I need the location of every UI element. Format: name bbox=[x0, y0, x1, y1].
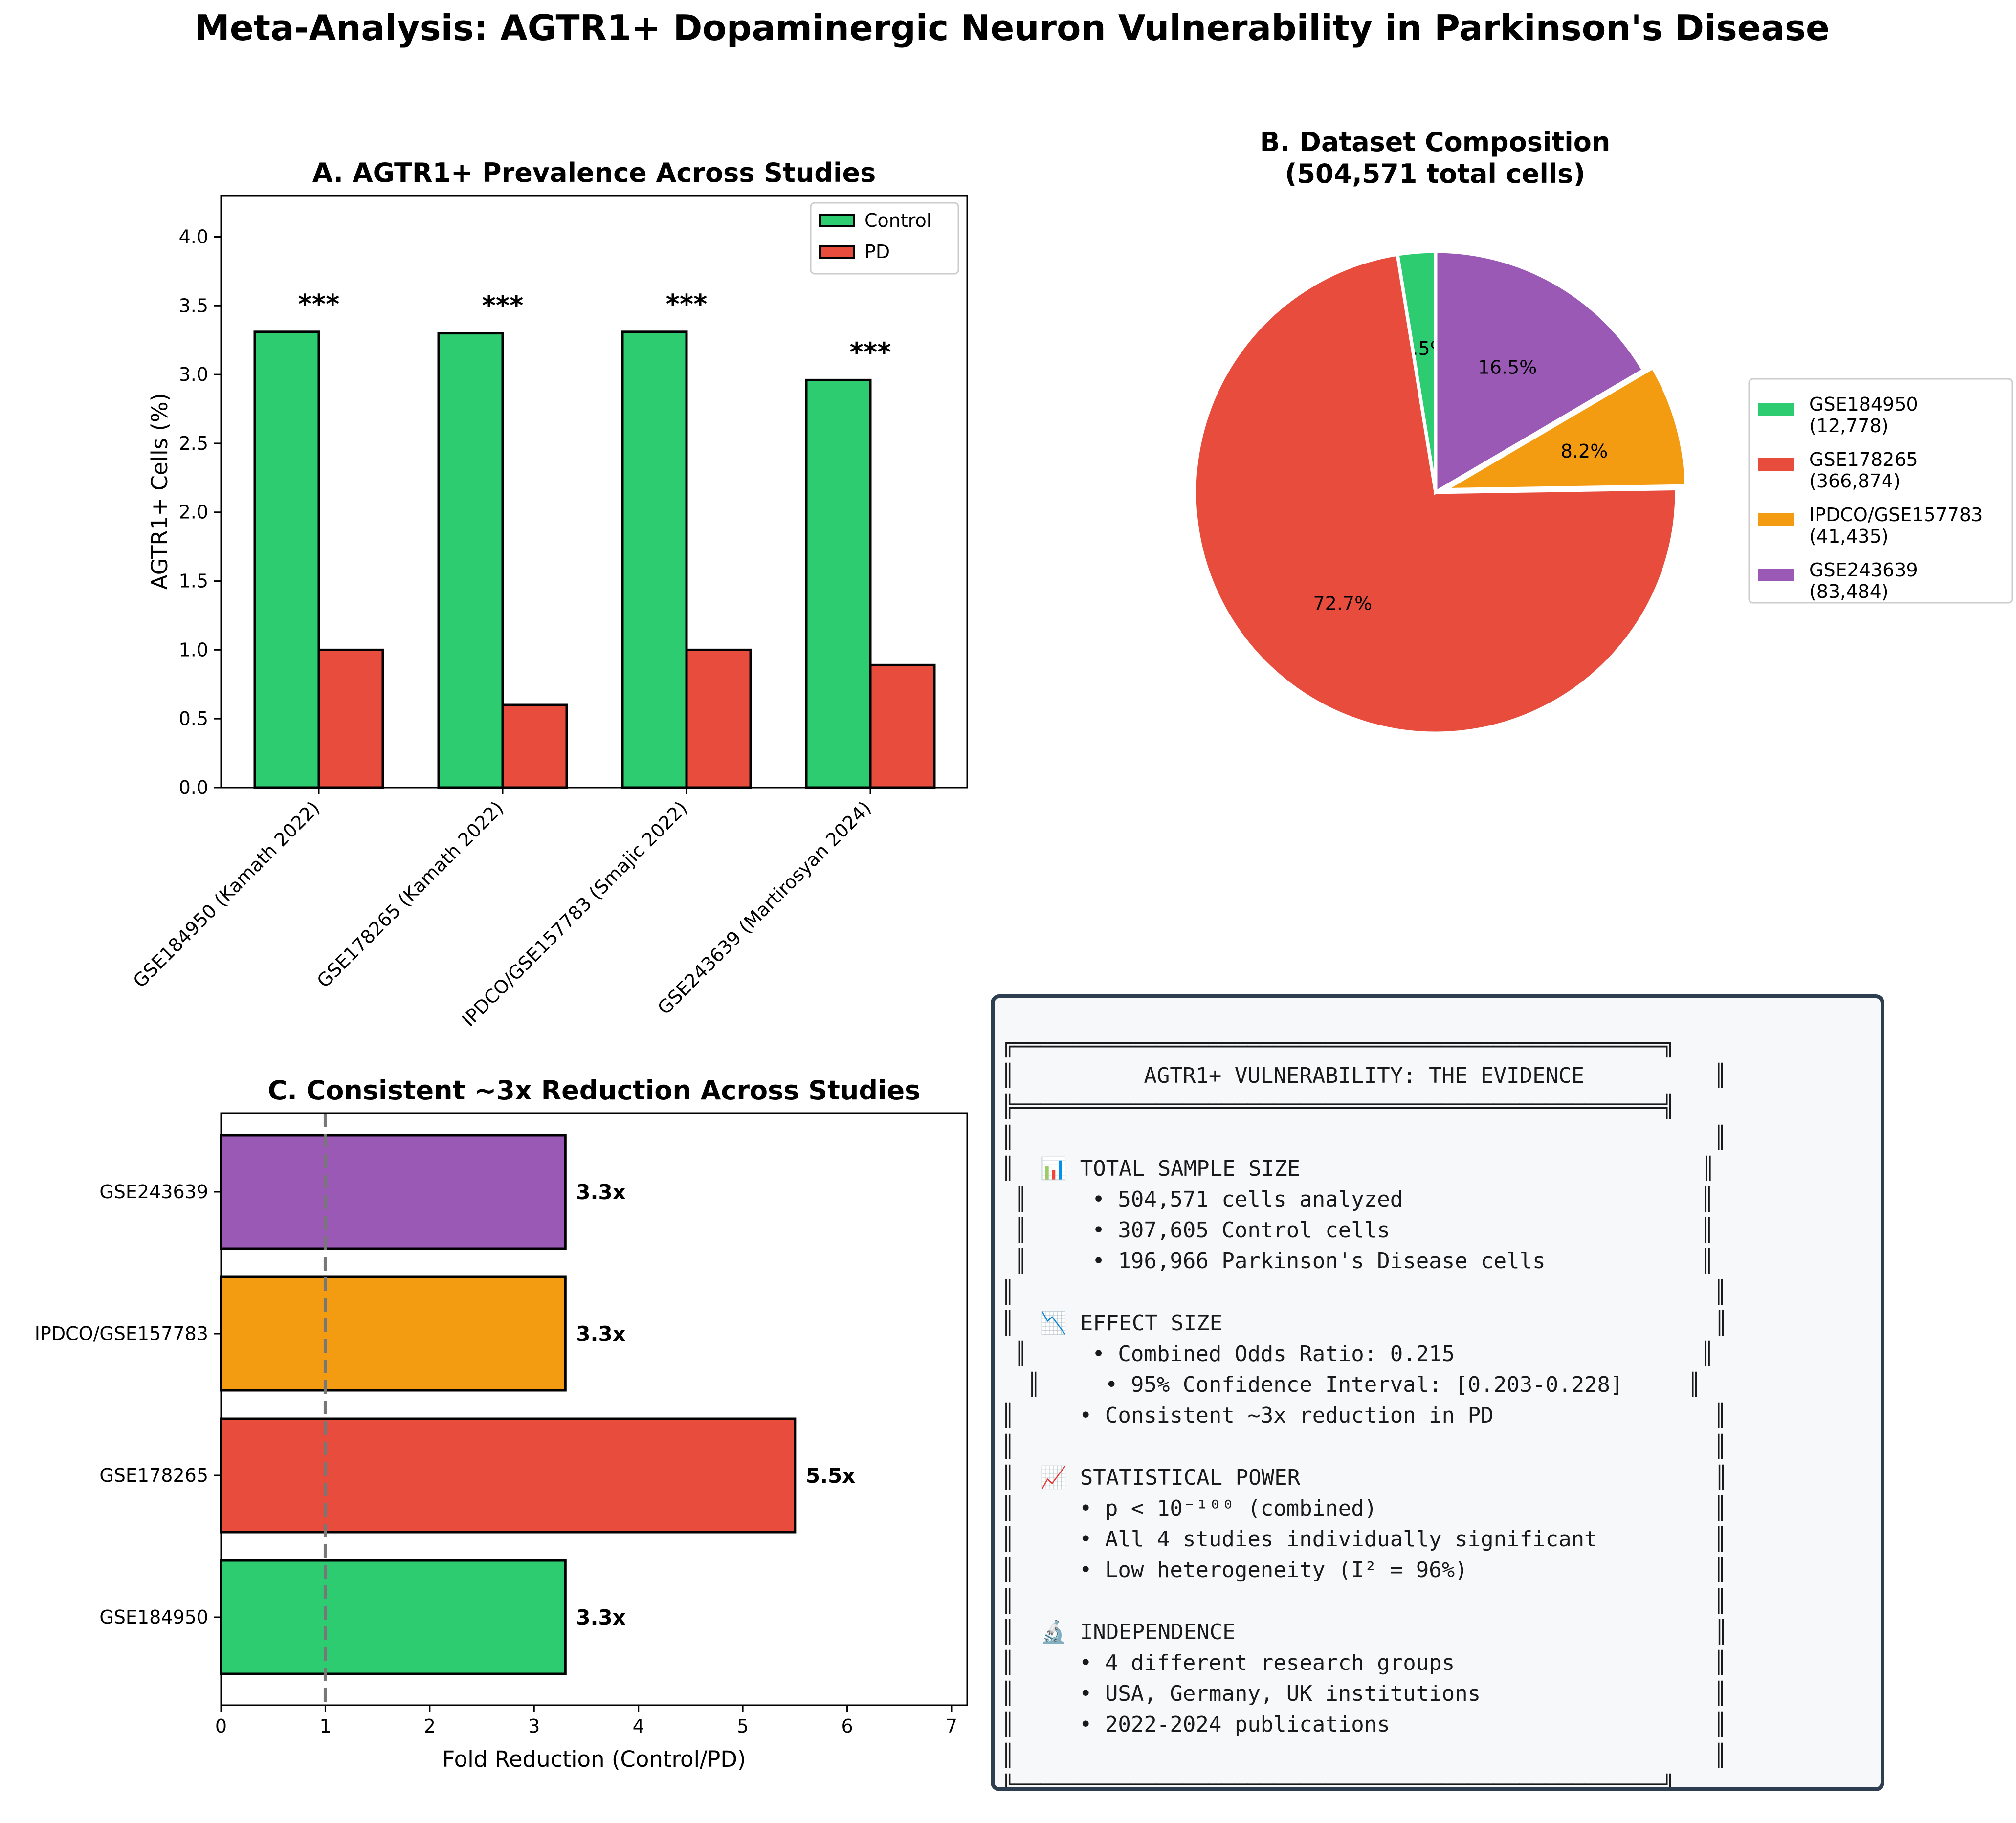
x-tick-label: 7 bbox=[946, 1715, 957, 1737]
x-tick-label: GSE184950 (Kamath 2022) bbox=[129, 797, 324, 992]
panel-a-x-ticks: GSE184950 (Kamath 2022)GSE178265 (Kamath… bbox=[129, 788, 875, 1031]
legend-swatch-control bbox=[819, 214, 855, 227]
panel-b-title: B. Dataset Composition bbox=[1260, 127, 1611, 157]
y-tick-label: 0.0 bbox=[179, 777, 208, 798]
fold-reduction-value-label: 5.5x bbox=[806, 1464, 856, 1488]
fold-reduction-value-label: 3.3x bbox=[576, 1180, 626, 1204]
panel-a-legend: Control PD bbox=[810, 202, 959, 275]
panel-c-fold-reduction-chart: C. Consistent ~3x Reduction Across Studi… bbox=[35, 1075, 968, 1772]
legend-count: (41,435) bbox=[1809, 526, 1889, 547]
fold-reduction-bar bbox=[220, 1417, 797, 1534]
legend-label-control: Control bbox=[864, 210, 931, 231]
x-tick-label: 2 bbox=[424, 1715, 436, 1737]
figure-title: Meta-Analysis: AGTR1+ Dopaminergic Neuro… bbox=[195, 7, 1830, 48]
legend-swatch-pd bbox=[819, 245, 855, 259]
panel-c-x-axis-label: Fold Reduction (Control/PD) bbox=[442, 1746, 746, 1772]
significance-marker: *** bbox=[850, 337, 891, 368]
y-tick-label: 3.0 bbox=[179, 364, 208, 385]
y-tick-label: GSE243639 bbox=[99, 1181, 208, 1203]
legend-label: GSE178265 bbox=[1809, 449, 1918, 470]
summary-evidence-box: ╔═══════════════════════════════════════… bbox=[991, 994, 1884, 1791]
y-tick-label: 4.0 bbox=[179, 226, 208, 247]
legend-count: (83,484) bbox=[1809, 581, 1889, 602]
panel-c-bars: 3.3x 5.5x 3.3x 3.3x bbox=[220, 1113, 856, 1705]
panel-b-slices: 2.5%72.7%8.2%16.5% bbox=[1193, 249, 1688, 735]
panel-a-axes-frame bbox=[220, 195, 968, 789]
legend-swatch bbox=[1758, 403, 1794, 416]
y-tick-label: 0.5 bbox=[179, 708, 208, 729]
significance-marker: *** bbox=[482, 290, 524, 321]
y-tick-label: GSE184950 bbox=[99, 1606, 208, 1628]
panel-a-prevalence-chart: A. AGTR1+ Prevalence Across Studies *** *… bbox=[129, 157, 968, 1031]
x-tick-label: 1 bbox=[319, 1715, 331, 1737]
x-tick-label: 3 bbox=[528, 1715, 540, 1737]
y-tick-label: GSE178265 bbox=[99, 1465, 208, 1486]
panel-c-ticks: GSE184950 GSE178265 IPDCO/GSE157783 GSE2436… bbox=[35, 1181, 957, 1737]
legend-swatch bbox=[1758, 569, 1794, 581]
summary-evidence-text: ╔═══════════════════════════════════════… bbox=[1001, 1032, 1728, 1791]
fold-reduction-value-label: 3.3x bbox=[576, 1605, 626, 1629]
x-tick-label: 5 bbox=[737, 1715, 749, 1737]
bar-control bbox=[437, 332, 504, 789]
bar-pd bbox=[501, 703, 568, 789]
y-tick-label: IPDCO/GSE157783 bbox=[35, 1323, 208, 1344]
panel-b-pie-chart: B. Dataset Composition (504,571 total ce… bbox=[1193, 127, 2013, 735]
pie-percent-label: 8.2% bbox=[1561, 440, 1608, 462]
fold-reduction-bar bbox=[220, 1275, 567, 1392]
bar-pd bbox=[869, 663, 936, 789]
x-tick-label: 0 bbox=[215, 1715, 227, 1737]
legend-label: GSE243639 bbox=[1809, 559, 1918, 581]
x-tick-label: 4 bbox=[633, 1715, 644, 1737]
y-tick-label: 2.0 bbox=[179, 502, 208, 523]
x-tick-label: GSE178265 (Kamath 2022) bbox=[313, 797, 508, 992]
x-tick-label: GSE243639 (Martirosyan 2024) bbox=[653, 797, 875, 1019]
bar-control bbox=[805, 378, 872, 789]
bar-pd bbox=[685, 648, 752, 789]
y-tick-label: 3.5 bbox=[179, 295, 208, 316]
panel-a-title: A. AGTR1+ Prevalence Across Studies bbox=[312, 157, 876, 188]
pie-percent-label: 72.7% bbox=[1313, 593, 1372, 615]
bar-pd bbox=[317, 648, 384, 789]
legend-count: (12,778) bbox=[1809, 415, 1889, 437]
fold-reduction-bar bbox=[220, 1559, 567, 1675]
panel-a-y-ticks: 0.0 0.5 1.0 1.5 2.0 2.5 3.0 3.5 4.0 bbox=[179, 226, 221, 798]
pie-slice bbox=[1434, 249, 1646, 496]
y-tick-label: 1.5 bbox=[179, 571, 208, 592]
fold-reduction-value-label: 3.3x bbox=[576, 1322, 626, 1346]
panel-b-subtitle: (504,571 total cells) bbox=[1285, 158, 1585, 189]
legend-frame bbox=[1748, 378, 2013, 604]
significance-marker: *** bbox=[298, 288, 340, 319]
panel-a-bars: *** *** *** *** bbox=[253, 288, 936, 789]
legend-count: (366,874) bbox=[1809, 470, 1901, 492]
legend-label: GSE184950 bbox=[1809, 394, 1918, 415]
panel-c-axes-frame bbox=[220, 1112, 968, 1706]
bar-control bbox=[253, 330, 320, 789]
pie-percent-label: 16.5% bbox=[1478, 356, 1537, 378]
legend-label-pd: PD bbox=[864, 241, 890, 263]
panel-a-y-axis-label: AGTR1+ Cells (%) bbox=[147, 393, 173, 590]
legend-label: IPDCO/GSE157783 bbox=[1809, 504, 1983, 526]
legend-swatch bbox=[1758, 458, 1794, 471]
y-tick-label: 1.0 bbox=[179, 639, 208, 660]
pie-slice bbox=[1439, 365, 1688, 492]
x-tick-label: 6 bbox=[841, 1715, 853, 1737]
bar-control bbox=[621, 330, 688, 789]
significance-marker: *** bbox=[666, 288, 708, 319]
fold-reduction-bar bbox=[220, 1134, 567, 1250]
x-tick-label: IPDCO/GSE157783 (Smajic 2022) bbox=[458, 797, 691, 1031]
panel-b-legend: GSE184950(12,778) GSE178265(366,874) IPDCO… bbox=[1748, 378, 2013, 604]
legend-swatch bbox=[1758, 513, 1794, 526]
y-tick-label: 2.5 bbox=[179, 433, 208, 454]
panel-c-title: C. Consistent ~3x Reduction Across Studi… bbox=[268, 1075, 921, 1106]
